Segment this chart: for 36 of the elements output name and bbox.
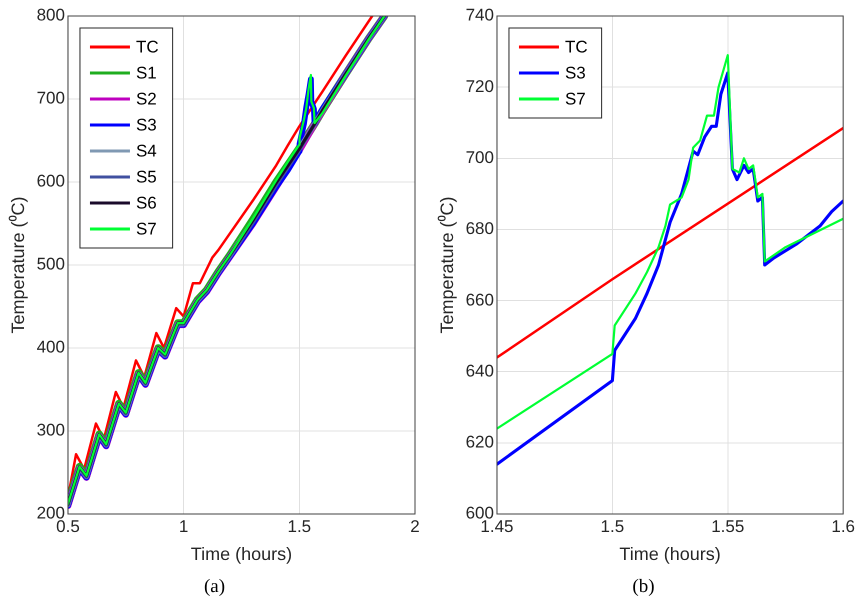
y-axis-title: Temperature (⁰C) (436, 196, 457, 334)
legend-label: S3 (564, 64, 586, 83)
y-axis-title: Temperature (⁰C) (8, 196, 28, 334)
x-tick-label: 1.55 (711, 516, 744, 536)
x-tick-label: 1.5 (288, 516, 312, 536)
x-tick-label: 1.5 (600, 516, 624, 536)
x-axis-title: Time (hours) (619, 544, 721, 564)
legend-label: TC (564, 38, 588, 57)
y-tick-label: 300 (36, 420, 65, 440)
x-tick-label: 2 (410, 516, 420, 536)
y-tick-label: 400 (36, 338, 65, 357)
legend-label: S7 (564, 90, 586, 109)
y-tick-label: 660 (466, 290, 494, 310)
legend-label: S2 (136, 90, 157, 109)
y-tick-label: 680 (466, 219, 494, 238)
text: (b) (631, 576, 656, 598)
y-tick-label: 640 (466, 361, 494, 380)
y-tick-label: 720 (466, 76, 494, 96)
legend-label: S3 (136, 116, 157, 135)
legend-label: TC (136, 38, 159, 57)
y-tick-label: 700 (466, 148, 494, 167)
legend-label: S1 (136, 64, 157, 83)
y-tick-label: 600 (36, 172, 65, 191)
legend-label: S7 (136, 220, 157, 239)
x-tick-label: 1.6 (831, 516, 856, 536)
y-tick-label: 800 (36, 6, 65, 25)
legend-label: S5 (136, 168, 157, 187)
legend-label: S4 (136, 142, 157, 161)
x-axis-title: Time (hours) (190, 544, 292, 564)
y-tick-label: 700 (36, 88, 65, 108)
legend-label: S6 (136, 194, 157, 213)
y-tick-label: 740 (466, 6, 494, 25)
y-tick-label: 620 (466, 432, 494, 452)
y-tick-label: 500 (36, 254, 65, 274)
text: (a) (202, 576, 226, 598)
x-tick-label: 1 (178, 516, 188, 536)
